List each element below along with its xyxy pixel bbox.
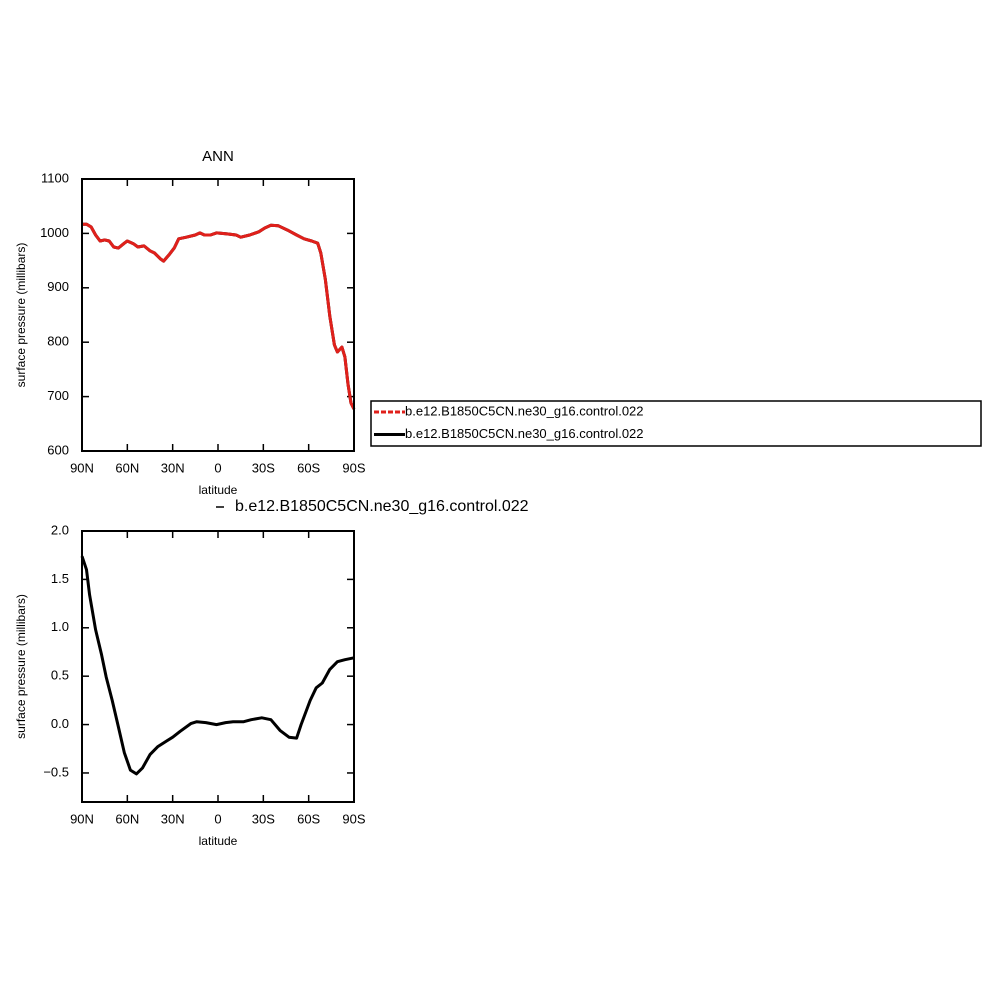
plot-frame — [81, 178, 355, 452]
x-tick-label: 90S — [342, 460, 365, 475]
y-tick-label: −0.5 — [43, 764, 69, 779]
x-axis-title: latitude — [199, 483, 238, 497]
x-tick-label: 0 — [214, 811, 221, 826]
y-tick-label: 2.0 — [51, 522, 69, 537]
legend-label: b.e12.B1850C5CN.ne30_g16.control.022 — [405, 426, 644, 441]
x-axis-title: latitude — [199, 834, 238, 848]
data-line — [82, 222, 356, 410]
legend-box — [370, 400, 982, 447]
y-tick-label: 1000 — [40, 225, 69, 240]
x-tick-label: 30S — [252, 811, 275, 826]
x-tick-label: 30S — [252, 460, 275, 475]
y-axis-title: surface pressure (millibars) — [14, 243, 28, 388]
x-tick-label: 60N — [115, 811, 139, 826]
x-tick-label: 30N — [161, 811, 185, 826]
legend-label: b.e12.B1850C5CN.ne30_g16.control.022 — [235, 498, 529, 515]
y-tick-label: 1.0 — [51, 619, 69, 634]
y-tick-label: 0.5 — [51, 668, 69, 683]
chart-title: ANN — [202, 148, 234, 165]
x-tick-label: 90N — [70, 460, 94, 475]
y-tick-label: 1.5 — [51, 571, 69, 586]
data-line — [80, 555, 355, 776]
x-tick-label: 60S — [297, 811, 320, 826]
y-axis-title: surface pressure (millibars) — [14, 594, 28, 739]
y-tick-label: 1100 — [41, 170, 69, 185]
x-tick-label: 90N — [70, 811, 94, 826]
data-line — [82, 222, 356, 410]
plot-frame — [81, 530, 355, 803]
y-tick-label: 600 — [47, 442, 69, 457]
x-tick-label: 60S — [297, 460, 320, 475]
y-tick-label: 0.0 — [51, 716, 69, 731]
x-tick-label: 0 — [214, 460, 221, 475]
x-tick-label: 90S — [342, 811, 365, 826]
x-tick-label: 30N — [161, 460, 185, 475]
y-tick-label: 800 — [47, 334, 69, 349]
y-tick-label: 700 — [47, 388, 69, 403]
y-tick-label: 900 — [47, 279, 69, 294]
legend-label: b.e12.B1850C5CN.ne30_g16.control.022 — [405, 403, 644, 418]
x-tick-label: 60N — [115, 460, 139, 475]
